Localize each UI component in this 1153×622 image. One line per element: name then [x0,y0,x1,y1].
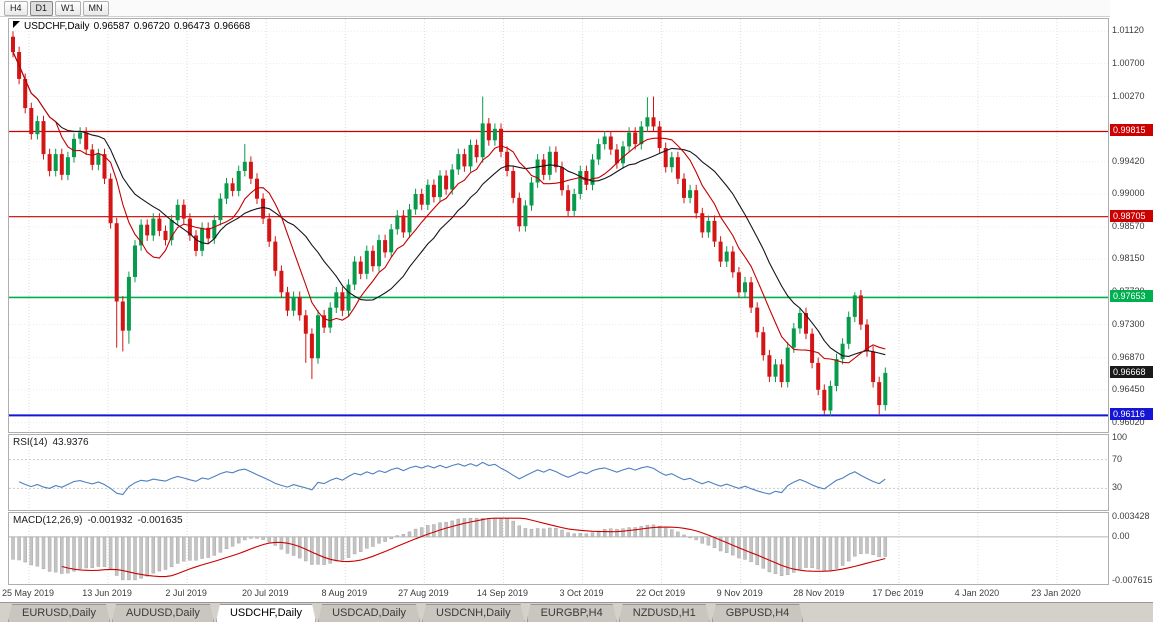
price-tick-label: 0.97300 [1112,318,1145,329]
timeframe-toolbar: H4 D1 W1 MN [0,0,1153,17]
rsi-indicator-panel[interactable]: RSI(14) 43.9376 [8,434,1109,511]
chart-tab-usdcnh-daily[interactable]: USDCNH,Daily [422,604,525,622]
rsi-name: RSI(14) [13,437,48,448]
macd-axis-label: 0.00 [1112,530,1130,541]
macd-main-value: -0.001932 [87,515,133,526]
rsi-axis-label: 70 [1112,453,1123,464]
candles-layer [11,31,888,416]
chart-tab-gbpusd-h4[interactable]: GBPUSD,H4 [712,604,804,622]
price-tick-label: 0.96020 [1112,416,1145,427]
macd-axis-label: 0.003428 [1112,511,1150,521]
price-scale[interactable]: 1.01120 1.00700 1.00270 0.99420 0.99000 0.985… [1110,0,1153,600]
chart-tab-usdchf-daily[interactable]: USDCHF,Daily [216,604,316,622]
chart-symbol: USDCHF,Daily [24,21,90,32]
macd-indicator-panel[interactable]: MACD(12,26,9) -0.001932 -0.001635 [8,512,1109,585]
price-tick-label: 0.98570 [1112,221,1145,232]
chart-tabs-bar: EURUSD,Daily AUDUSD,Daily USDCHF,Daily USDC… [0,602,1153,622]
rsi-axis-label: 100 [1112,432,1128,442]
time-axis-label: 13 Jun 2019 [82,588,132,598]
macd-histogram [11,517,888,581]
macd-axis-label: -0.007615 [1112,575,1153,585]
time-axis-label: 14 Sep 2019 [476,588,528,598]
grid-layer [9,19,1108,432]
price-chart-panel[interactable]: USDCHF,Daily 0.96587 0.96720 0.96473 0.96668 [8,18,1109,433]
macd-label: MACD(12,26,9) -0.001932 -0.001635 [13,515,188,526]
level-badge-0.97653: 0.97653 [1110,290,1153,303]
price-tick-label: 0.98150 [1112,253,1145,264]
time-axis-label: 20 Jul 2019 [241,588,289,598]
chart-tab-audusd-daily[interactable]: AUDUSD,Daily [112,604,214,622]
time-axis-label: 9 Nov 2019 [716,588,763,598]
time-axis-label: 28 Nov 2019 [793,588,845,598]
moving-averages-layer [12,51,886,364]
current-price-badge: 0.96668 [1110,366,1153,379]
ohlc-open: 0.96587 [93,21,130,32]
chart-tab-nzdusd-h1[interactable]: NZDUSD,H1 [619,604,710,622]
symbol-marker-icon [13,21,20,28]
price-plot[interactable] [9,19,1108,432]
macd-plot[interactable] [9,513,1108,584]
macd-name: MACD(12,26,9) [13,515,83,526]
macd-signal-value: -0.001635 [137,515,183,526]
ohlc-low: 0.96473 [173,21,211,32]
price-tick-label: 0.96450 [1112,383,1145,394]
rsi-line [18,461,886,496]
chart-tab-usdcad-daily[interactable]: USDCAD,Daily [318,604,420,622]
price-tick-label: 1.00700 [1112,57,1145,68]
price-tick-label: 1.01120 [1112,25,1144,36]
level-badge-0.98705: 0.98705 [1110,209,1153,222]
time-axis[interactable]: 25 May 2019 13 Jun 2019 2 Jul 2019 20 Jul 2… [2,586,1109,601]
level-badge-0.99815: 0.99815 [1110,124,1153,137]
rsi-axis-label: 30 [1112,482,1123,493]
time-axis-label: 8 Aug 2019 [321,588,368,598]
price-tick-label: 0.96870 [1112,351,1145,362]
time-axis-label: 3 Oct 2019 [559,588,604,598]
price-tick-label: 1.00270 [1112,90,1145,101]
ohlc-close: 0.96668 [214,21,251,32]
chart-title: USDCHF,Daily 0.96587 0.96720 0.96473 0.96668 [13,21,254,32]
time-axis-label: 17 Dec 2019 [872,588,924,598]
timeframe-button-w1[interactable]: W1 [55,0,81,16]
macd-signal-line [61,517,886,578]
chart-tab-eurusd-daily[interactable]: EURUSD,Daily [8,604,110,622]
time-axis-label: 22 Oct 2019 [636,588,686,598]
timeframe-button-d1[interactable]: D1 [29,0,54,16]
time-axis-label: 4 Jan 2020 [954,588,1000,598]
level-lines-layer [9,130,1108,417]
macd-grid-layer [9,513,1108,584]
price-tick-label: 0.99000 [1112,188,1145,199]
ohlc-high: 0.96720 [133,21,170,32]
rsi-value: 43.9376 [52,437,89,448]
rsi-plot[interactable] [9,435,1108,510]
chart-tab-eurgbp-h4[interactable]: EURGBP,H4 [527,604,617,622]
time-axis-label: 27 Aug 2019 [398,588,449,598]
rsi-grid-layer [9,435,1108,510]
timeframe-button-mn[interactable]: MN [82,0,109,16]
time-axis-label: 23 Jan 2020 [1031,588,1081,598]
rsi-label: RSI(14) 43.9376 [13,437,94,448]
timeframe-button-h4[interactable]: H4 [4,0,28,16]
level-badge-0.96116: 0.96116 [1110,408,1153,421]
time-axis-label: 2 Jul 2019 [165,588,207,598]
price-tick-label: 0.99420 [1112,155,1145,166]
time-axis-label: 25 May 2019 [1,588,55,598]
